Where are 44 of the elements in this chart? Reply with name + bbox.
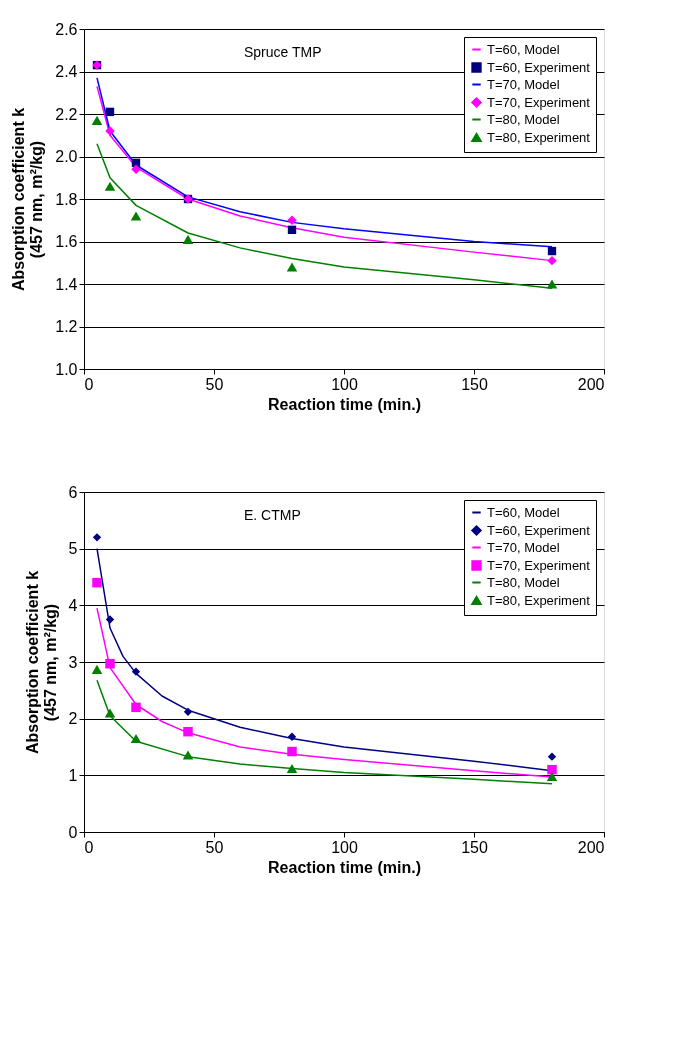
y-axis-title: Absorption coefficient k (457 nm, m²/kg): [10, 107, 46, 292]
x-tick-label: 0: [84, 838, 94, 856]
y-tick-label: 2.0: [55, 148, 78, 165]
y-tick-label: 1.2: [55, 318, 78, 335]
y-tick-label: 6: [68, 483, 78, 501]
x-tick-label: 50: [205, 838, 224, 856]
legend-label: T=70, Experiment: [487, 94, 591, 110]
legend-label: T=80, Experiment: [487, 129, 591, 145]
y-tick-label: 0: [68, 823, 78, 841]
x-tick-label: 100: [331, 375, 358, 393]
x-tick-label: 150: [461, 838, 488, 856]
legend-label: T=80, Experiment: [487, 592, 591, 608]
y-tick-label: 2.2: [55, 105, 78, 123]
y-tick-label: 1.0: [55, 360, 78, 378]
legend-label: T=60, Experiment: [487, 59, 591, 75]
x-axis-title: Reaction time (min.): [268, 395, 421, 413]
y-tick-label: 1.4: [55, 275, 78, 293]
legend-label: T=70, Experiment: [487, 557, 591, 573]
legend-label: T=60, Experiment: [487, 522, 591, 538]
x-tick-label: 200: [577, 375, 605, 393]
legend-label: T=70, Model: [487, 539, 560, 555]
y-tick-label: 2: [68, 710, 78, 728]
x-tick-label: 200: [577, 838, 605, 856]
legend-label: T=70, Model: [487, 76, 560, 92]
legend-label: T=60, Model: [487, 41, 560, 57]
x-axis-title: Reaction time (min.): [268, 858, 421, 876]
x-tick-label: 100: [331, 838, 358, 856]
x-tick-label: 150: [461, 375, 488, 393]
annotation: E. CTMP: [244, 507, 301, 523]
y-tick-label: 1.8: [55, 190, 78, 208]
legend-label: T=80, Model: [487, 111, 560, 127]
y-tick-label: 3: [68, 653, 78, 671]
x-tick-label: 0: [84, 375, 94, 393]
x-tick-label: 50: [205, 375, 224, 393]
annotation: Spruce TMP: [244, 44, 322, 60]
legend-label: T=60, Model: [487, 504, 560, 520]
y-tick-label: 2.6: [55, 20, 78, 38]
y-axis-title: Absorption coefficient k (457 nm, m²/kg): [23, 570, 59, 755]
y-tick-label: 2.4: [55, 63, 78, 80]
legend-label: T=80, Model: [487, 574, 560, 590]
y-tick-label: 1: [68, 766, 78, 784]
y-tick-label: 4: [68, 596, 78, 614]
y-tick-label: 1.6: [55, 233, 78, 250]
y-tick-label: 5: [68, 540, 78, 558]
